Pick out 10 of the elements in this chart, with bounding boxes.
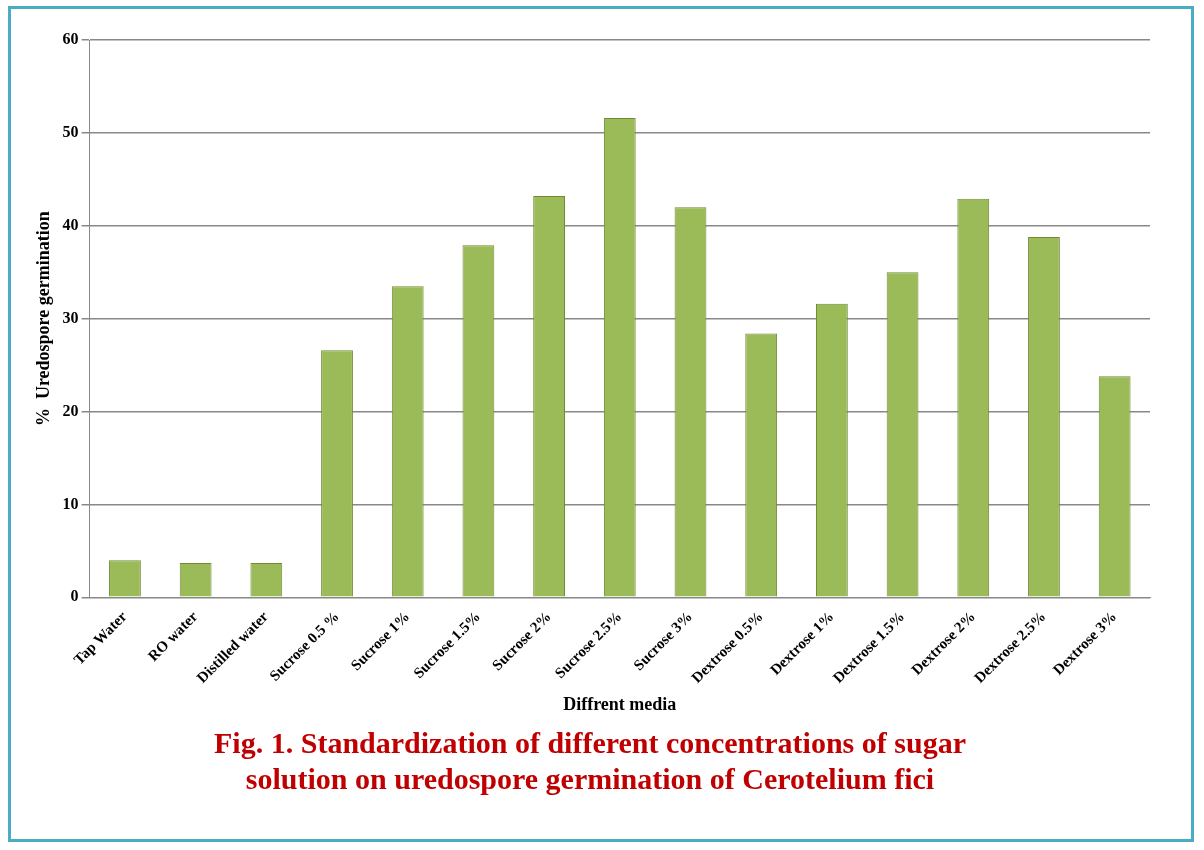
text: Fig. 1. Standardization of different concentrations of sugar solution on uredospore germination of Cerotelium fici	[213, 725, 967, 797]
y-tick-label: 30	[62, 308, 79, 326]
y-tick-label: 0	[70, 587, 79, 605]
y-tick-label: 40	[62, 215, 79, 233]
y-axis-title: % Uredospore germination	[33, 211, 54, 427]
x-axis-title: Diffrent media	[563, 693, 677, 714]
y-tick-label: 20	[62, 401, 79, 419]
y-tick-label: 10	[62, 494, 79, 512]
y-tick-label: 60	[62, 30, 79, 48]
y-tick-label: 50	[62, 123, 79, 141]
